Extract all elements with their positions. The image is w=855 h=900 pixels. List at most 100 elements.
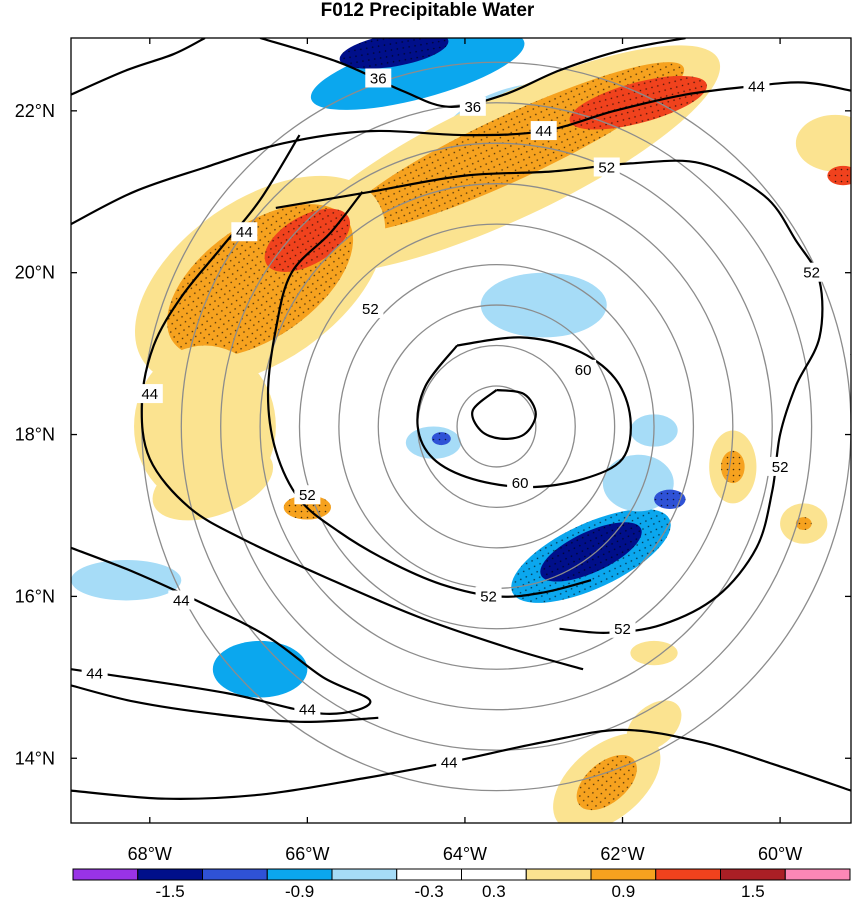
contour-label-background: [507, 473, 534, 493]
anomaly-area: [141, 754, 221, 795]
anomaly-area: [413, 280, 469, 314]
y-tick-label: 14°N: [15, 748, 55, 768]
colorbar-box: [202, 868, 268, 881]
contour-label-background: [436, 752, 463, 772]
contour-label-background: [767, 456, 794, 476]
anomaly-area: [626, 700, 682, 752]
significance-stipple: [431, 432, 451, 446]
colorbar: -1.5 -0.9 -0.3 0.3 0.9 1.5: [72, 868, 851, 900]
x-axis-ticks: 68°W 66°W 64°W 62°W 60°W: [128, 38, 802, 864]
anomaly-area: [795, 114, 851, 172]
contour-label-background: [593, 157, 620, 177]
significance-stipple: [795, 517, 812, 531]
range-ring: [180, 102, 813, 751]
anomaly-area: [315, 531, 395, 565]
contour-label: 44: [748, 79, 765, 96]
anomaly-area: [405, 426, 462, 459]
contour-labels: 36 36 44 44 44 44 44 44 44 44 52 52 52 52 52 52 52 60 60: [81, 68, 825, 772]
contour-label: 52: [362, 301, 379, 318]
contour-label: 36: [370, 70, 387, 87]
range-rings: [141, 61, 851, 792]
anomaly-area: [630, 640, 678, 666]
colorbar-box: [331, 868, 398, 881]
anomaly-area: [310, 38, 525, 110]
significance-stipple: [264, 208, 351, 272]
anomaly-area: [71, 106, 142, 164]
colorbar-label: -0.9: [285, 882, 314, 900]
contour-label-background: [459, 96, 486, 116]
colorbar-box: [137, 868, 203, 881]
significance-stipple: [339, 38, 449, 69]
contour-label-background: [365, 68, 392, 88]
plot-frame: [70, 37, 852, 824]
contour-line-36: [71, 38, 206, 96]
significance-stipple: [721, 450, 745, 484]
significance-stipple: [576, 754, 637, 811]
colorbar-label: -1.5: [155, 882, 184, 900]
contour-label-background: [475, 586, 502, 606]
contour-label: 44: [535, 123, 552, 140]
range-ring: [220, 142, 773, 711]
range-ring: [298, 223, 695, 630]
contour-label: 52: [598, 159, 615, 176]
significance-stipple: [540, 522, 642, 582]
contour-label: 44: [141, 386, 158, 403]
contour-label: 52: [772, 459, 789, 476]
x-tick-label: 66°W: [285, 844, 329, 864]
contour-label-background: [798, 262, 825, 282]
contour-line-60: [471, 388, 537, 440]
y-tick-label: 16°N: [15, 586, 55, 606]
range-ring: [259, 183, 734, 670]
contour-line-60: [416, 336, 632, 489]
anomaly-area: [693, 705, 788, 763]
contour-label-background: [530, 121, 557, 141]
colorbar-box: [461, 868, 527, 881]
contour-label: 60: [512, 475, 529, 492]
colorbar-label: -0.3: [414, 882, 443, 900]
contour-label: 60: [575, 362, 592, 379]
y-tick-label: 18°N: [15, 425, 55, 445]
anomaly-area: [783, 268, 851, 342]
contour-label: 52: [299, 487, 316, 504]
contour-label-background: [231, 222, 258, 242]
contour-label-background: [294, 699, 321, 719]
chart-title: F012 Precipitable Water: [320, 0, 535, 21]
contour-label: 44: [441, 754, 458, 771]
colorbar-box: [266, 868, 333, 881]
anomaly-shading: [71, 38, 851, 823]
contour-label-background: [570, 359, 597, 379]
contour-label: 52: [803, 265, 820, 282]
anomaly-area: [71, 559, 182, 601]
colorbar-box: [720, 868, 786, 881]
range-ring: [456, 385, 537, 468]
x-tick-label: 62°W: [600, 844, 644, 864]
contour-label-background: [168, 590, 195, 610]
anomaly-area: [480, 272, 607, 338]
contour-label: 44: [299, 702, 316, 719]
contour-label-background: [743, 76, 770, 96]
contour-label: 44: [173, 592, 190, 609]
contour-label: 36: [464, 99, 481, 116]
y-axis-ticks: 14°N 16°N 18°N 20°N 22°N: [15, 101, 851, 768]
contour-label-background: [609, 618, 636, 638]
significance-stipple: [827, 165, 851, 186]
contour-label: 52: [480, 588, 497, 605]
colorbar-box: [72, 868, 139, 881]
colorbar-box: [396, 868, 462, 881]
contour-label-background: [357, 299, 384, 319]
colorbar-label: 0.9: [612, 882, 636, 900]
colorbar-label: 1.5: [741, 882, 765, 900]
significance-stipple: [569, 75, 707, 130]
x-tick-label: 68°W: [128, 844, 172, 864]
contour-label-background: [81, 663, 108, 683]
contour-line-44: [71, 684, 379, 723]
contour-label: 44: [86, 665, 103, 682]
anomaly-area: [555, 430, 595, 455]
contour-label-background: [294, 485, 321, 505]
y-tick-label: 20°N: [15, 263, 55, 283]
contour-label-background: [136, 384, 163, 404]
plot-area: 36 36 44 44 44 44 44 44 44 44 52 52 52 52 52 52 52 60 60: [71, 38, 851, 823]
colorbar-label: 0.3: [482, 882, 506, 900]
x-tick-label: 60°W: [758, 844, 802, 864]
